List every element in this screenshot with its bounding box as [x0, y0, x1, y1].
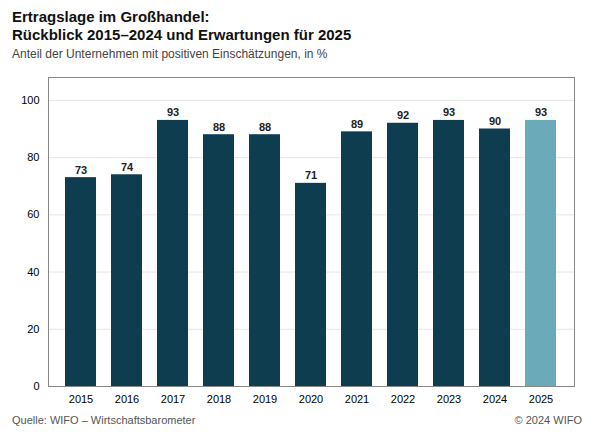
svg-text:0: 0	[33, 380, 39, 392]
svg-text:73: 73	[75, 164, 87, 176]
svg-text:89: 89	[351, 118, 363, 130]
html-text:Rückblick 2015–2024 und Erwart: Rückblick 2015–2024 und Erwartungen für …	[12, 26, 352, 43]
svg-text:93: 93	[443, 106, 455, 118]
svg-text:74: 74	[121, 161, 134, 173]
html-text:Ertragslage im Großhandel:: Ertragslage im Großhandel:	[12, 8, 210, 25]
svg-text:93: 93	[535, 106, 547, 118]
svg-text:2025: 2025	[529, 393, 553, 405]
svg-text:100: 100	[21, 94, 39, 106]
svg-text:2019: 2019	[253, 393, 277, 405]
svg-text:88: 88	[213, 121, 225, 133]
svg-text:88: 88	[259, 121, 271, 133]
svg-text:2015: 2015	[69, 393, 93, 405]
svg-text:93: 93	[167, 106, 179, 118]
svg-text:2020: 2020	[299, 393, 323, 405]
svg-text:2017: 2017	[161, 393, 185, 405]
svg-text:2018: 2018	[207, 393, 231, 405]
html-text:Anteil der Unternehmen mit pos: Anteil der Unternehmen mit positiven Ein…	[12, 47, 328, 61]
svg-text:2016: 2016	[115, 393, 139, 405]
svg-text:92: 92	[397, 109, 409, 121]
svg-text:40: 40	[27, 266, 39, 278]
svg-text:2021: 2021	[345, 393, 369, 405]
html-text:Quelle: WIFO – Wirtschaftsbaro: Quelle: WIFO – Wirtschaftsbarometer	[12, 414, 196, 426]
svg-text:71: 71	[305, 169, 317, 181]
svg-text:2024: 2024	[483, 393, 507, 405]
html-text:© 2024 WIFO: © 2024 WIFO	[514, 414, 582, 426]
svg-text:20: 20	[27, 323, 39, 335]
svg-text:60: 60	[27, 208, 39, 220]
svg-text:90: 90	[489, 115, 501, 127]
svg-text:2022: 2022	[391, 393, 415, 405]
svg-text:2023: 2023	[437, 393, 461, 405]
svg-text:80: 80	[27, 151, 39, 163]
